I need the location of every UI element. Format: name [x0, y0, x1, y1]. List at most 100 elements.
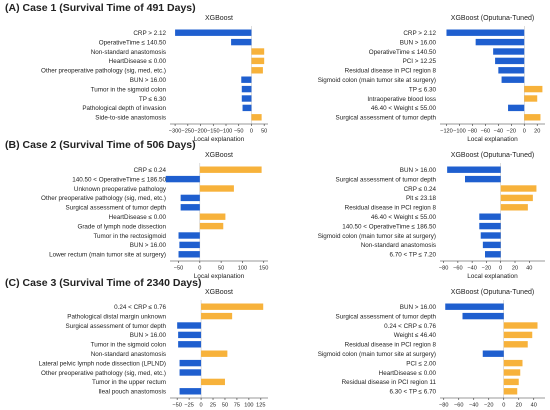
category-label: Lower rectum (main tumor site at surgery…	[49, 252, 166, 259]
category-label: Tumor in the sigmoid colon	[91, 86, 167, 93]
bar	[199, 222, 224, 230]
bar	[178, 331, 202, 339]
bar	[475, 38, 525, 46]
category-label: HeartDisease ≤ 0.00	[109, 58, 167, 65]
category-label: Sigmoid colon (main tumor site at surger…	[318, 351, 436, 358]
category-label: Residual disease in PCI region 11	[342, 379, 437, 386]
bar	[242, 104, 252, 112]
category-label: 140.50 < OperativeTime ≤ 186.50	[72, 176, 166, 183]
panel-c-heading: (C) Case 3 (Survival Time of 2340 Days)	[5, 277, 201, 289]
bar	[180, 194, 200, 202]
category-label: Surgical assessment of tumor depth	[336, 176, 437, 183]
bar	[482, 350, 504, 357]
category-label: Other preoperative pathology (sig, med, …	[41, 68, 166, 75]
category-label: Plt ≤ 23.18	[406, 195, 437, 202]
bar	[500, 185, 537, 192]
x-axis-label: Local explanation	[467, 136, 518, 143]
bar	[503, 378, 519, 386]
bar	[199, 213, 226, 220]
bar	[177, 322, 202, 329]
x-tick-label: −150	[207, 129, 220, 135]
category-label: BUN > 16.00	[400, 167, 437, 174]
bar	[482, 241, 501, 249]
x-tick-label: −20	[507, 129, 517, 135]
category-label: CRP ≤ 0.24	[134, 167, 167, 174]
bar	[178, 341, 202, 348]
category-label: Intraoperative blood loss	[367, 96, 436, 103]
bar	[201, 312, 233, 320]
x-tick-label: 0	[250, 129, 253, 135]
category-label: HeartDisease ≤ 0.00	[109, 214, 167, 221]
x-tick-label: 40	[531, 403, 537, 409]
category-label: Other preoperative pathology (sig, med, …	[41, 195, 166, 202]
category-label: Unknown preoperative pathology	[74, 186, 167, 193]
bar	[503, 369, 521, 376]
x-tick-label: −20	[482, 266, 492, 272]
x-tick-label: 25	[210, 403, 216, 409]
category-label: 0.24 < CRP ≤ 0.76	[114, 304, 166, 311]
x-tick-label: 20	[512, 266, 518, 272]
bar	[199, 185, 234, 192]
bar	[179, 388, 202, 395]
category-label: PCI ≤ 2.00	[406, 360, 436, 367]
category-label: 0.24 < CRP ≤ 0.76	[384, 323, 436, 330]
category-label: Non-standard anastomosis	[91, 351, 166, 358]
bar	[178, 251, 200, 258]
bar	[178, 232, 200, 239]
category-label: Other preoperative pathology (sig, med, …	[41, 370, 166, 377]
category-label: BUN > 16.00	[130, 242, 167, 249]
category-label: 140.50 < OperativeTime ≤ 186.50	[342, 223, 436, 230]
category-label: Tumor in the sigmoid colon	[91, 342, 167, 349]
bar	[447, 166, 501, 173]
x-tick-label: 0	[499, 266, 502, 272]
bar	[175, 29, 252, 36]
bar	[524, 114, 541, 121]
bar	[445, 303, 504, 310]
x-tick-label: −50	[172, 403, 182, 409]
x-tick-label: 0	[502, 403, 505, 409]
bar	[231, 38, 252, 46]
x-tick-label: 40	[526, 266, 532, 272]
category-label: HeartDisease ≤ 0.00	[379, 370, 437, 377]
category-label: Side-to-side anastomosis	[95, 115, 166, 122]
category-label: Grade of lymph node dissection	[77, 223, 166, 230]
bar	[493, 48, 525, 55]
x-tick-label: −80	[439, 403, 449, 409]
category-label: 6.70 < TP ≤ 7.20	[390, 252, 437, 259]
x-axis-label: Local explanation	[194, 273, 245, 280]
x-tick-label: 20	[534, 129, 540, 135]
bar	[241, 95, 252, 102]
bar	[479, 213, 501, 220]
category-label: Non-standard anastomosis	[91, 49, 166, 56]
x-tick-label: −200	[194, 129, 207, 135]
bar	[179, 369, 202, 376]
category-label: Tumor in the upper rectum	[92, 379, 166, 386]
x-tick-label: 0	[523, 129, 526, 135]
bar	[251, 114, 262, 121]
x-tick-label: 50	[261, 129, 267, 135]
bar	[503, 331, 533, 339]
x-axis-label: Local explanation	[467, 273, 518, 280]
category-label: Residual disease in PCI region 8	[345, 68, 437, 75]
chart-title: XGBoost	[205, 289, 233, 296]
bar	[179, 359, 202, 367]
x-tick-label: −100	[453, 129, 466, 135]
category-label: Surgical assessment of tumor depth	[66, 323, 167, 330]
category-label: CRP > 2.12	[403, 30, 436, 37]
category-label: BUN > 16.00	[400, 304, 437, 311]
bar	[503, 359, 523, 367]
x-tick-label: −25	[184, 403, 194, 409]
x-tick-label: −250	[182, 129, 195, 135]
bar	[165, 175, 200, 183]
category-label: 46.40 < Weight ≤ 55.00	[371, 214, 437, 221]
category-label: Non-standard anastomosis	[361, 242, 436, 249]
category-label: TP ≤ 6.30	[139, 96, 167, 103]
category-label: CRP ≤ 0.24	[404, 186, 437, 193]
x-tick-label: 125	[256, 403, 265, 409]
x-tick-label: −80	[468, 129, 478, 135]
chart-title: XGBoost (Oputuna-Tuned)	[451, 15, 534, 22]
bar	[201, 350, 228, 357]
x-tick-label: −40	[494, 129, 504, 135]
bar	[508, 104, 525, 112]
x-tick-label: 150	[259, 266, 268, 272]
